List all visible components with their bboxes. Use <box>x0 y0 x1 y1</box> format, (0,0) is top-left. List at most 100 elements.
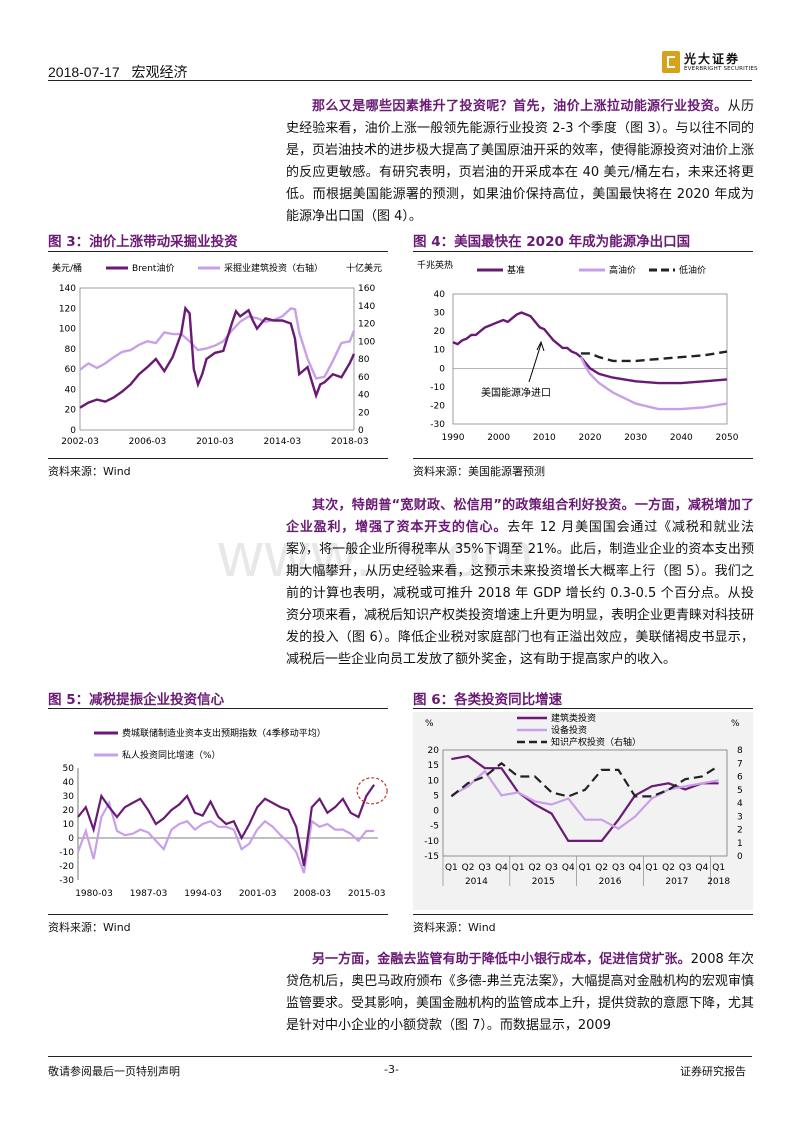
fig5-x-tick-label: 2001-03 <box>239 889 277 899</box>
paragraph-3-body: 2008 年次贷危机后，奥巴马政府颁布《多德-弗兰克法案》，大幅提高对金融机构的… <box>286 952 755 1033</box>
fig3-left-tick-label: 140 <box>59 284 76 294</box>
logo-text-en: EVERBRIGHT SECURITIES <box>684 66 758 72</box>
fig6-right-tick-label: 1 <box>737 839 743 849</box>
fig5-y-tick-label: 0 <box>68 834 74 844</box>
fig4-y-tick-label: -30 <box>430 420 445 430</box>
fig6-quarter-label: Q2 <box>528 863 541 873</box>
fig5-chart: -30 -20 -10 0 10 20 30 40 50 1980-03 1987-03 1994-0… <box>59 727 388 899</box>
fig6-left-tick-label: 5 <box>433 791 439 801</box>
fig6-quarter-label: Q3 <box>679 863 692 873</box>
fig5-y-tick-label: 50 <box>63 764 75 774</box>
fig6-right-tick-label: 8 <box>737 746 743 756</box>
fig6-quarter-label: Q1 <box>445 863 458 873</box>
fig3-right-tick-label: 160 <box>358 284 375 294</box>
fig6-right-tick-label: 3 <box>737 812 743 822</box>
fig6-year-label: 2016 <box>599 877 622 887</box>
fig6-bottom-rule <box>413 914 753 915</box>
fig6-quarter-label: Q1 <box>712 863 725 873</box>
fig3-right-axis-label: 十亿美元 <box>346 262 382 274</box>
fig3-series-line <box>79 305 356 409</box>
fig6-legend-label: 设备投资 <box>551 724 587 736</box>
fig3-x-tick-label: 2018-03 <box>331 437 369 447</box>
fig4-annotation-arrowhead <box>536 340 545 352</box>
fig5-y-tick-label: -30 <box>59 876 74 886</box>
fig3-x-tick-label: 2010-03 <box>196 437 234 447</box>
fig6-year-label: 2017 <box>665 877 688 887</box>
fig4-plot-frame <box>452 293 728 425</box>
fig3-left-tick-label: 20 <box>65 406 77 416</box>
fig6-title: 图 6：各类投资同比增速 <box>413 692 563 708</box>
paragraph-1-lead: 那么又是哪些因素推升了投资呢？首先，油价上涨拉动能源行业投资。 <box>312 99 728 114</box>
fig6-plot-frame <box>442 749 728 857</box>
fig3-right-tick-label: 20 <box>358 408 370 418</box>
page-number: -3- <box>384 1063 399 1076</box>
fig5-x-tick-label: 1987-03 <box>130 889 168 899</box>
fig5-series-line <box>77 784 376 867</box>
fig3-left-tick-label: 80 <box>65 345 77 355</box>
fig6-legend-label: 建筑类投资 <box>551 712 596 724</box>
fig5-y-tick-label: 20 <box>63 806 75 816</box>
fig5-bottom-rule <box>48 914 388 915</box>
fig5-x-tick-label: 1980-03 <box>75 889 113 899</box>
fig6-quarter-label: Q4 <box>562 863 575 873</box>
fig4-series-line <box>580 350 728 363</box>
footer-disclaimer: 敬请参阅最后一页特别声明 <box>48 1065 180 1078</box>
fig4-axis-label: 千兆英热 <box>417 259 453 271</box>
fig4-legend-label: 高油价 <box>609 264 636 276</box>
fig6-quarter-label: Q4 <box>495 863 508 873</box>
fig5-legend-label: 费城联储制造业资本支出预期指数（4季移动平均） <box>122 727 326 739</box>
fig4-y-tick-label: 10 <box>434 346 446 356</box>
fig5-top-rule <box>48 708 388 709</box>
fig5-y-tick-label: 40 <box>63 778 75 788</box>
fig5-title: 图 5：减税提振企业投资信心 <box>48 692 225 708</box>
fig5-x-tick-label: 2015-03 <box>348 889 386 899</box>
fig6-year-label: 2018 <box>707 877 730 887</box>
fig6-left-tick-label: -15 <box>424 852 439 862</box>
fig3-left-tick-label: 0 <box>70 426 76 436</box>
fig4-top-rule <box>413 251 753 252</box>
fig4-x-tick-label: 2050 <box>716 433 739 443</box>
fig3-right-tick-label: 60 <box>358 373 370 383</box>
fig5-y-tick-label: -20 <box>59 862 74 872</box>
fig4-y-tick-label: 0 <box>439 364 445 374</box>
fig3-left-tick-label: 100 <box>59 325 76 335</box>
fig6-quarter-label: Q2 <box>595 863 608 873</box>
fig3-right-tick-label: 0 <box>358 426 364 436</box>
fig3-left-tick-label: 60 <box>65 365 77 375</box>
fig3-source: 资料来源：Wind <box>48 465 131 478</box>
fig6-left-tick-label: 10 <box>428 776 440 786</box>
fig5-x-tick-label: 2008-03 <box>293 889 331 899</box>
fig6-left-tick-label: -10 <box>424 837 439 847</box>
fig6-right-tick-label: 0 <box>737 852 743 862</box>
fig6-year-label: 2014 <box>465 877 488 887</box>
fig6-right-tick-label: 2 <box>737 826 743 836</box>
fig6-quarter-label: Q1 <box>579 863 592 873</box>
fig6-series-line <box>450 761 720 798</box>
fig6-right-axis-label: % <box>731 719 740 729</box>
fig4-legend-label: 基准 <box>507 264 525 276</box>
everbright-logo-icon <box>662 51 680 73</box>
fig6-left-tick-label: -5 <box>430 822 439 832</box>
paragraph-1: 那么又是哪些因素推升了投资呢？首先，油价上涨拉动能源行业投资。从历史经验来看，油… <box>286 96 754 228</box>
fig6-top-rule <box>413 708 753 709</box>
fig6-quarter-label: Q1 <box>645 863 658 873</box>
fig5-x-tick-label: 1994-03 <box>184 889 222 899</box>
fig3-right-tick-label: 140 <box>358 302 375 312</box>
fig4-x-tick-label: 2040 <box>670 433 693 443</box>
fig3-x-tick-label: 2006-03 <box>129 437 167 447</box>
fig4-series-line <box>579 356 728 411</box>
fig6-quarter-label: Q3 <box>545 863 558 873</box>
report-section: 宏观经济 <box>131 64 188 80</box>
fig3-chart: 美元/桶 十亿美元 0 20 40 60 80 100 120 140 0 20 40 60 80 100 12… <box>52 262 382 447</box>
fig4-annotation-label: 美国能源净进口 <box>481 386 551 399</box>
fig4-legend-label: 低油价 <box>679 264 706 276</box>
fig4-annotation-arrow <box>528 343 542 383</box>
fig4-title: 图 4：美国最快在 2020 年成为能源净出口国 <box>413 234 691 250</box>
fig6-background <box>413 712 753 910</box>
fig4-y-tick-label: 20 <box>434 327 446 337</box>
fig6-quarter-label: Q3 <box>478 863 491 873</box>
fig3-x-tick-label: 2002-03 <box>61 437 99 447</box>
watermark: www. .com <box>218 521 536 590</box>
fig4-y-tick-label: -10 <box>430 383 445 393</box>
